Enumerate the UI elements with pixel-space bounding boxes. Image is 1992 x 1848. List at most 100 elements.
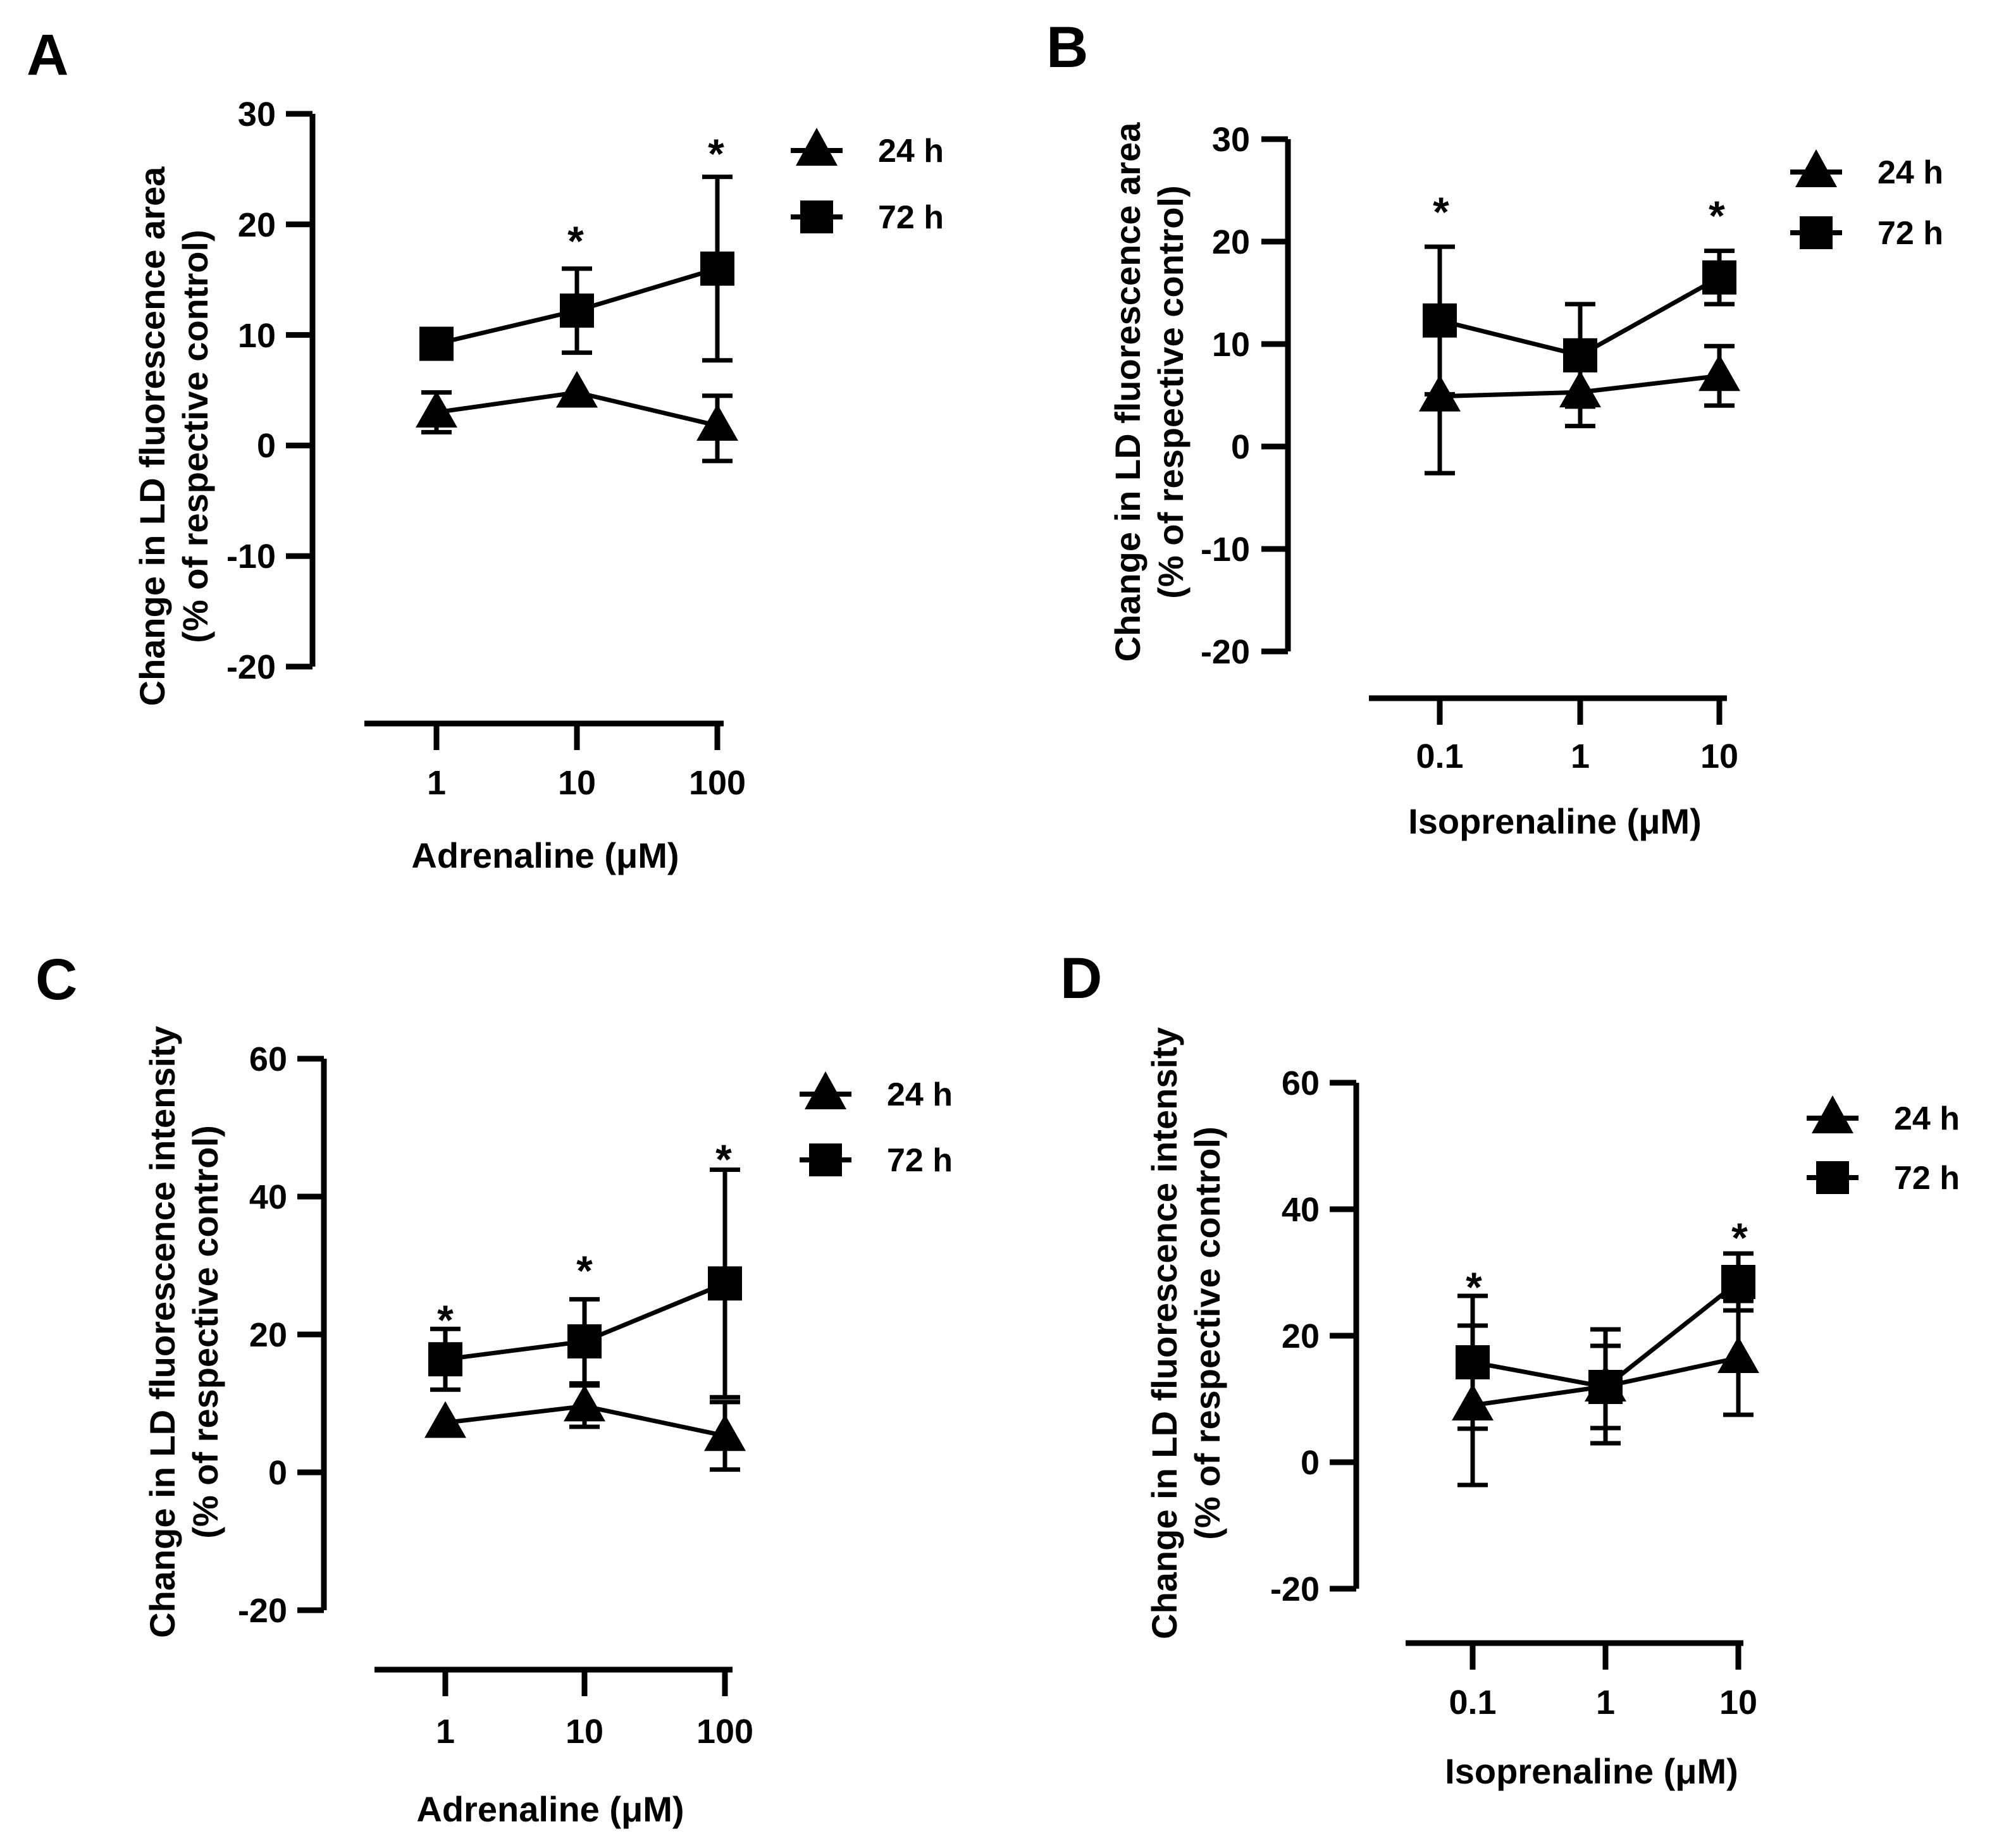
- panel-c: C Change in LD fluorescence intensity (%…: [35, 947, 953, 1829]
- y-axis-title-b-line1: Change in LD fluorescence area: [1108, 122, 1148, 662]
- legend-marker-d-24h: [1812, 1095, 1853, 1133]
- panel-letter-b: B: [1046, 15, 1088, 80]
- data-point-d-24h-0.1: [1452, 1384, 1494, 1420]
- plot-area-d: [1452, 1251, 1759, 1488]
- x-tick-label-c-100: 100: [696, 1713, 753, 1751]
- y-tick-label-c-40: 40: [249, 1178, 287, 1216]
- y-axis-title-a-line2: (% of respective control): [175, 230, 215, 643]
- y-tick-label-c-neg20: -20: [238, 1592, 287, 1630]
- y-tick-label-b-neg20: -20: [1201, 633, 1250, 671]
- plot-area-c: [424, 1167, 746, 1472]
- significance-star-c-10: *: [576, 1247, 593, 1294]
- legend-label-a-72h: 72 h: [878, 199, 944, 236]
- legend-c: 24 h 72 h: [800, 1071, 953, 1179]
- data-point-c-24h-10: [564, 1384, 605, 1422]
- x-tick-label-d-1: 1: [1596, 1684, 1615, 1722]
- data-point-d-72h-10: [1721, 1265, 1755, 1299]
- legend-label-a-24h: 24 h: [878, 133, 944, 169]
- significance-star-d-10: *: [1731, 1214, 1748, 1261]
- x-tick-label-a-1: 1: [427, 764, 446, 802]
- plot-area-a: [416, 175, 738, 464]
- y-tick-label-c-0: 0: [268, 1454, 287, 1492]
- y-axis-title-c-line2: (% of respective control): [185, 1125, 225, 1538]
- legend-d: 24 h 72 h: [1807, 1095, 1960, 1197]
- data-point-c-24h-100: [704, 1414, 746, 1451]
- y-tick-label-d-neg20: -20: [1270, 1570, 1320, 1608]
- y-tick-label-a-30: 30: [238, 95, 276, 133]
- panel-letter-d: D: [1060, 946, 1102, 1011]
- plot-area-b: [1419, 244, 1740, 476]
- x-axis-title-a: Adrenaline (μM): [411, 835, 679, 875]
- y-tick-label-a-20: 20: [238, 206, 276, 244]
- y-tick-label-d-20: 20: [1282, 1317, 1320, 1355]
- panel-b: B Change in LD fluorescence area (% of r…: [1046, 15, 1943, 841]
- data-point-d-24h-1: [1585, 1365, 1626, 1401]
- data-point-c-72h-1: [428, 1342, 462, 1377]
- x-tick-label-b-10: 10: [1700, 737, 1738, 775]
- legend-label-c-24h: 24 h: [887, 1076, 953, 1113]
- significance-star-b-10: *: [1709, 192, 1725, 239]
- panel-letter-c: C: [35, 947, 77, 1012]
- data-point-a-72h-100: [700, 251, 734, 286]
- y-axis-title-b-line2: (% of respective control): [1151, 185, 1191, 598]
- x-tick-label-b-1: 1: [1571, 737, 1590, 775]
- y-tick-label-b-30: 30: [1212, 121, 1250, 159]
- data-point-c-72h-100: [708, 1266, 742, 1301]
- x-tick-label-a-10: 10: [558, 764, 596, 802]
- significance-star-a-100: *: [708, 130, 724, 177]
- legend-marker-c-24h: [805, 1071, 846, 1109]
- y-tick-label-c-60: 60: [249, 1040, 287, 1078]
- y-tick-label-a-0: 0: [257, 427, 276, 465]
- data-point-a-24h-100: [696, 403, 738, 441]
- significance-star-a-10: *: [567, 218, 584, 264]
- data-point-a-72h-1: [419, 326, 454, 361]
- data-point-c-72h-10: [567, 1324, 602, 1358]
- data-point-b-72h-10: [1702, 260, 1736, 295]
- y-tick-label-c-20: 20: [249, 1316, 287, 1354]
- data-point-a-24h-10: [556, 371, 598, 408]
- x-tick-label-a-100: 100: [689, 764, 746, 802]
- y-axis-title-a-line1: Change in LD fluorescence area: [132, 166, 172, 706]
- x-tick-label-d-0.1: 0.1: [1449, 1684, 1496, 1722]
- panel-d: D Change in LD fluorescence intensity (%…: [1060, 946, 1960, 1791]
- panel-a: A Change in LD fluorescence area (% of r…: [27, 23, 944, 875]
- data-point-b-24h-0.1: [1419, 374, 1461, 412]
- y-tick-label-a-neg10: -10: [226, 538, 276, 576]
- panel-letter-a: A: [27, 23, 68, 87]
- y-tick-label-d-40: 40: [1282, 1191, 1320, 1229]
- data-point-b-24h-10: [1698, 354, 1740, 391]
- x-tick-label-c-1: 1: [436, 1713, 455, 1751]
- legend-marker-a-72h: [800, 200, 833, 233]
- y-tick-label-a-10: 10: [238, 317, 276, 355]
- data-point-a-24h-1: [416, 390, 457, 428]
- y-tick-label-b-10: 10: [1212, 326, 1250, 364]
- x-tick-label-d-10: 10: [1719, 1684, 1757, 1722]
- data-point-b-24h-1: [1559, 371, 1601, 408]
- legend-b: 24 h 72 h: [1790, 149, 1943, 252]
- legend-marker-b-24h: [1795, 149, 1837, 187]
- significance-star-c-100: *: [715, 1136, 732, 1183]
- x-axis-title-b: Isoprenaline (μM): [1408, 801, 1702, 841]
- significance-star-d-0.1: *: [1466, 1264, 1482, 1310]
- legend-label-c-72h: 72 h: [887, 1142, 953, 1179]
- y-axis-title-d-line1: Change in LD fluorescence intensity: [1144, 1027, 1184, 1639]
- data-point-a-72h-10: [560, 293, 594, 328]
- y-axis-title-c-line1: Change in LD fluorescence intensity: [142, 1026, 182, 1638]
- x-tick-label-b-0.1: 0.1: [1416, 737, 1463, 775]
- y-tick-label-a-neg20: -20: [226, 648, 276, 686]
- y-tick-label-b-20: 20: [1212, 223, 1250, 261]
- x-axis-title-c: Adrenaline (μM): [416, 1789, 684, 1829]
- y-tick-label-d-0: 0: [1301, 1444, 1320, 1482]
- x-axis-title-d: Isoprenaline (μM): [1445, 1751, 1738, 1791]
- legend-a: 24 h 72 h: [791, 128, 944, 236]
- y-tick-label-d-60: 60: [1282, 1064, 1320, 1102]
- legend-label-b-24h: 24 h: [1878, 154, 1943, 191]
- legend-marker-d-72h: [1816, 1161, 1849, 1194]
- legend-marker-a-24h: [796, 128, 838, 166]
- x-tick-label-c-10: 10: [566, 1713, 603, 1751]
- legend-label-d-72h: 72 h: [1894, 1160, 1960, 1197]
- y-tick-label-b-neg10: -10: [1201, 531, 1250, 569]
- y-tick-label-b-0: 0: [1231, 428, 1250, 466]
- legend-label-d-24h: 24 h: [1894, 1100, 1960, 1137]
